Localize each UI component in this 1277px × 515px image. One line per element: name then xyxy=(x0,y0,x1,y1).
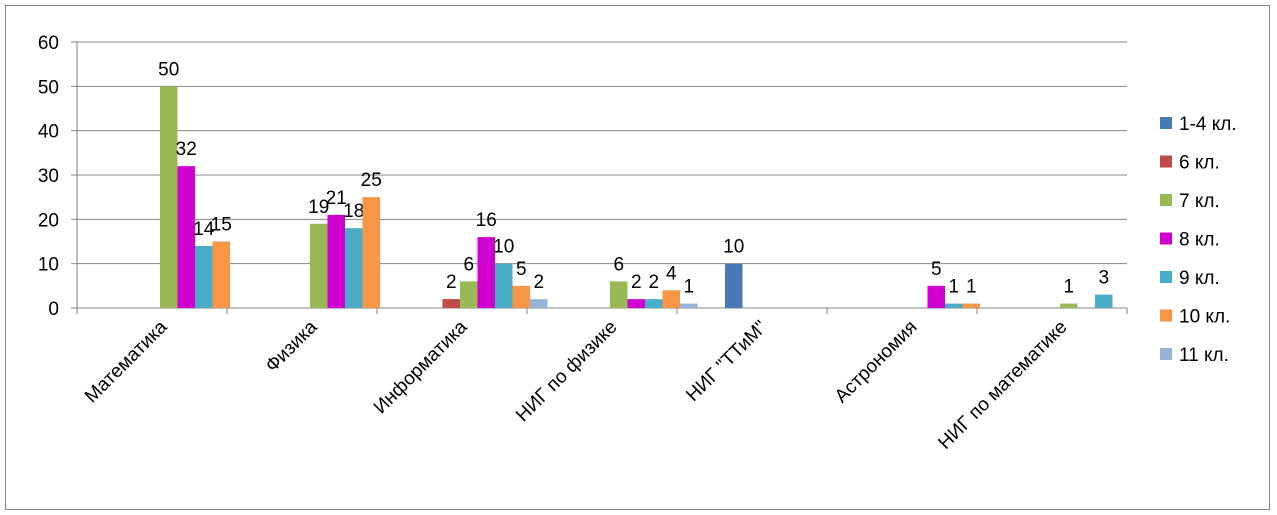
data-label-6-4: 3 xyxy=(1098,268,1109,289)
data-label-5-5: 1 xyxy=(966,277,977,298)
legend-swatch-0 xyxy=(1160,117,1172,129)
y-tick-label-0: 0 xyxy=(48,299,59,320)
data-label-0-5: 15 xyxy=(211,215,232,236)
x-category-label-2: Информатика xyxy=(370,316,472,418)
data-label-3-5: 4 xyxy=(666,263,677,284)
bar-2-6 xyxy=(530,299,548,308)
bar-1-3 xyxy=(327,214,345,308)
data-label-1-4: 18 xyxy=(343,201,364,222)
legend-label-1: 6 кл. xyxy=(1179,153,1220,174)
x-category-label-3: НИГ по физике xyxy=(512,317,621,426)
legend-swatch-4 xyxy=(1160,271,1172,283)
legend-label-2: 7 кл. xyxy=(1179,191,1220,212)
bar-3-6 xyxy=(680,303,698,308)
data-label-0-2: 50 xyxy=(158,59,179,80)
data-label-3-3: 2 xyxy=(631,272,642,293)
data-label-2-4: 10 xyxy=(493,237,514,258)
data-label-0-3: 32 xyxy=(176,139,197,160)
bar-2-4 xyxy=(495,263,513,308)
bar-5-5 xyxy=(962,303,980,308)
bar-2-2 xyxy=(460,281,478,308)
legend-label-3: 8 кл. xyxy=(1179,230,1220,251)
x-category-label-4: НИГ "ТТиМ" xyxy=(682,317,771,406)
bar-1-5 xyxy=(362,197,380,308)
y-tick-label-5: 50 xyxy=(38,77,59,98)
data-label-2-2: 6 xyxy=(463,254,474,275)
x-category-label-5: Астрономия xyxy=(831,317,922,408)
bar-2-5 xyxy=(512,285,530,308)
x-category-label-6: НИГ по математике xyxy=(934,317,1071,454)
legend-swatch-6 xyxy=(1160,348,1172,360)
bar-5-3 xyxy=(927,285,945,308)
legend-swatch-2 xyxy=(1160,194,1172,206)
legend-swatch-1 xyxy=(1160,155,1172,168)
bar-2-1 xyxy=(442,299,460,308)
x-category-label-0: Математика xyxy=(81,316,172,407)
legend-label-0: 1-4 кл. xyxy=(1179,114,1237,135)
bar-3-3 xyxy=(627,299,645,308)
bar-6-2 xyxy=(1060,303,1078,308)
data-label-0-4: 14 xyxy=(193,219,215,240)
y-tick-label-2: 20 xyxy=(38,210,59,231)
legend-swatch-5 xyxy=(1160,309,1172,322)
data-label-6-2: 1 xyxy=(1063,277,1074,298)
bar-3-2 xyxy=(610,281,628,308)
bar-5-4 xyxy=(945,303,963,308)
legend-swatch-3 xyxy=(1160,232,1172,245)
data-label-1-3: 21 xyxy=(326,188,347,209)
data-label-3-6: 1 xyxy=(683,277,694,298)
legend-label-6: 11 кл. xyxy=(1179,345,1229,366)
bar-3-5 xyxy=(662,290,680,308)
data-label-4-0: 10 xyxy=(723,237,744,258)
bar-0-4 xyxy=(195,245,213,308)
bar-6-4 xyxy=(1095,294,1113,308)
data-label-2-5: 5 xyxy=(516,259,527,280)
bar-0-3 xyxy=(177,166,195,308)
data-label-2-6: 2 xyxy=(533,272,544,293)
bar-1-2 xyxy=(310,223,328,308)
x-category-label-1: Физика xyxy=(262,316,322,376)
y-tick-label-1: 10 xyxy=(38,255,59,276)
data-label-1-5: 25 xyxy=(361,170,382,191)
bar-1-4 xyxy=(345,228,363,308)
y-tick-label-3: 30 xyxy=(38,166,59,187)
data-label-2-3: 16 xyxy=(476,210,497,231)
bar-2-3 xyxy=(477,237,495,308)
bar-4-0 xyxy=(725,263,743,308)
y-tick-label-4: 40 xyxy=(38,122,59,143)
data-label-5-4: 1 xyxy=(948,277,959,298)
legend-label-5: 10 кл. xyxy=(1179,307,1230,328)
bar-0-5 xyxy=(212,241,230,308)
bar-0-2 xyxy=(160,86,178,308)
data-label-1-2: 19 xyxy=(308,197,329,218)
legend-label-4: 9 кл. xyxy=(1179,268,1220,289)
bar-3-4 xyxy=(645,299,663,308)
data-label-2-1: 2 xyxy=(446,272,457,293)
y-tick-label-6: 60 xyxy=(38,33,59,54)
data-label-3-2: 6 xyxy=(613,254,624,275)
data-label-5-3: 5 xyxy=(931,259,942,280)
data-label-3-4: 2 xyxy=(648,272,659,293)
